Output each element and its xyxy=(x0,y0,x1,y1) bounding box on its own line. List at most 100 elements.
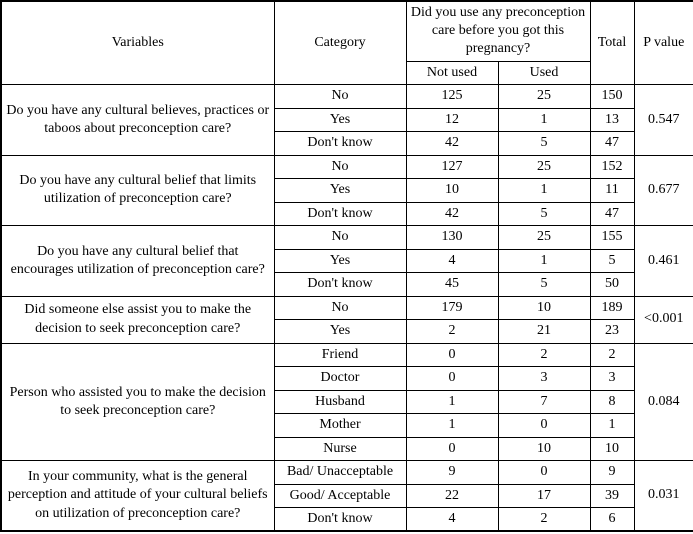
category-cell: No xyxy=(273,295,407,320)
not-used-count-cell: 0 xyxy=(405,436,499,461)
used-count-cell: 10 xyxy=(497,436,591,461)
total-count-cell: 23 xyxy=(589,319,635,344)
category-cell: Don't know xyxy=(273,507,407,532)
category-cell: Doctor xyxy=(273,366,407,391)
used-count-cell: 25 xyxy=(497,154,591,179)
p-value-cell: <0.001 xyxy=(633,295,693,344)
used-count-cell: 25 xyxy=(497,84,591,109)
table-row: Yes 4 1 5 xyxy=(1,248,693,273)
not-used-count-cell: 42 xyxy=(405,201,499,226)
header-span-question: Did you use any preconception care befor… xyxy=(405,0,591,62)
total-count-cell: 10 xyxy=(589,436,635,461)
not-used-count-cell: 42 xyxy=(405,131,499,156)
not-used-count-cell: 1 xyxy=(405,389,499,414)
not-used-count-cell: 10 xyxy=(405,178,499,203)
total-count-cell: 150 xyxy=(589,84,635,109)
header-used: Used xyxy=(497,60,591,85)
table-header: Variables Category Did you use any preco… xyxy=(0,0,693,85)
table-row: Do you have any cultural believes, pract… xyxy=(0,84,693,156)
category-cell: Don't know xyxy=(273,131,407,156)
not-used-count-cell: 4 xyxy=(405,507,499,532)
not-used-count-cell: 4 xyxy=(405,248,499,273)
total-count-cell: 152 xyxy=(589,154,635,179)
not-used-count-cell: 0 xyxy=(405,342,499,367)
used-count-cell: 5 xyxy=(497,131,591,156)
category-cell: Yes xyxy=(273,178,407,203)
table-row: Do you have any cultural belief that lim… xyxy=(0,154,693,226)
header-category: Category xyxy=(273,0,407,85)
category-cell: Nurse xyxy=(273,436,407,461)
not-used-count-cell: 22 xyxy=(405,483,499,508)
category-cell: No xyxy=(273,84,407,109)
table-row: Nurse 0 10 10 xyxy=(1,436,693,461)
table-row: Yes 2 21 23 xyxy=(1,319,693,344)
total-count-cell: 47 xyxy=(589,131,635,156)
variable-cell: Do you have any cultural believes, pract… xyxy=(0,84,275,156)
table-row: Don't know 42 5 47 xyxy=(1,201,693,226)
p-value-cell: 0.677 xyxy=(633,154,693,226)
total-count-cell: 155 xyxy=(589,225,635,250)
table-row: Husband 1 7 8 xyxy=(1,389,693,414)
category-cell: Husband xyxy=(273,389,407,414)
table-row: Mother 1 0 1 xyxy=(1,413,693,438)
total-count-cell: 50 xyxy=(589,272,635,297)
category-cell: Mother xyxy=(273,413,407,438)
used-count-cell: 21 xyxy=(497,319,591,344)
used-count-cell: 5 xyxy=(497,201,591,226)
category-cell: Good/ Acceptable xyxy=(273,483,407,508)
used-count-cell: 0 xyxy=(497,413,591,438)
header-p-value: P value xyxy=(633,0,693,85)
category-cell: Don't know xyxy=(273,201,407,226)
used-count-cell: 2 xyxy=(497,342,591,367)
category-cell: Friend xyxy=(273,342,407,367)
table-row: Person who assisted you to make the deci… xyxy=(0,342,693,461)
total-count-cell: 39 xyxy=(589,483,635,508)
category-cell: No xyxy=(273,225,407,250)
total-count-cell: 3 xyxy=(589,366,635,391)
used-count-cell: 1 xyxy=(497,178,591,203)
category-cell: Yes xyxy=(273,107,407,132)
table-row: In your community, what is the general p… xyxy=(0,460,693,532)
used-count-cell: 1 xyxy=(497,107,591,132)
used-count-cell: 1 xyxy=(497,248,591,273)
category-cell: Bad/ Unacceptable xyxy=(273,460,407,485)
variable-cell: In your community, what is the general p… xyxy=(0,460,275,532)
variable-cell: Did someone else assist you to make the … xyxy=(0,295,275,344)
total-count-cell: 2 xyxy=(589,342,635,367)
table-row: Yes 10 1 11 xyxy=(1,178,693,203)
category-cell: Yes xyxy=(273,319,407,344)
not-used-count-cell: 130 xyxy=(405,225,499,250)
table-row: Don't know 4 2 6 xyxy=(1,507,693,532)
table-row: Don't know 42 5 47 xyxy=(1,131,693,156)
total-count-cell: 5 xyxy=(589,248,635,273)
not-used-count-cell: 179 xyxy=(405,295,499,320)
category-cell: No xyxy=(273,154,407,179)
total-count-cell: 47 xyxy=(589,201,635,226)
header-not-used: Not used xyxy=(405,60,499,85)
not-used-count-cell: 45 xyxy=(405,272,499,297)
p-value-cell: 0.461 xyxy=(633,225,693,297)
p-value-cell: 0.084 xyxy=(633,342,693,461)
used-count-cell: 3 xyxy=(497,366,591,391)
not-used-count-cell: 1 xyxy=(405,413,499,438)
used-count-cell: 25 xyxy=(497,225,591,250)
p-value-cell: 0.547 xyxy=(633,84,693,156)
variable-cell: Do you have any cultural belief that lim… xyxy=(0,154,275,226)
table-row: Doctor 0 3 3 xyxy=(1,366,693,391)
used-count-cell: 17 xyxy=(497,483,591,508)
used-count-cell: 7 xyxy=(497,389,591,414)
not-used-count-cell: 0 xyxy=(405,366,499,391)
used-count-cell: 10 xyxy=(497,295,591,320)
table-row: Do you have any cultural belief that enc… xyxy=(0,225,693,297)
total-count-cell: 189 xyxy=(589,295,635,320)
used-count-cell: 5 xyxy=(497,272,591,297)
p-value-cell: 0.031 xyxy=(633,460,693,532)
table-row: Good/ Acceptable 22 17 39 xyxy=(1,483,693,508)
total-count-cell: 1 xyxy=(589,413,635,438)
used-count-cell: 2 xyxy=(497,507,591,532)
table-body: Do you have any cultural believes, pract… xyxy=(0,84,693,532)
header-total: Total xyxy=(589,0,635,85)
category-cell: Don't know xyxy=(273,272,407,297)
